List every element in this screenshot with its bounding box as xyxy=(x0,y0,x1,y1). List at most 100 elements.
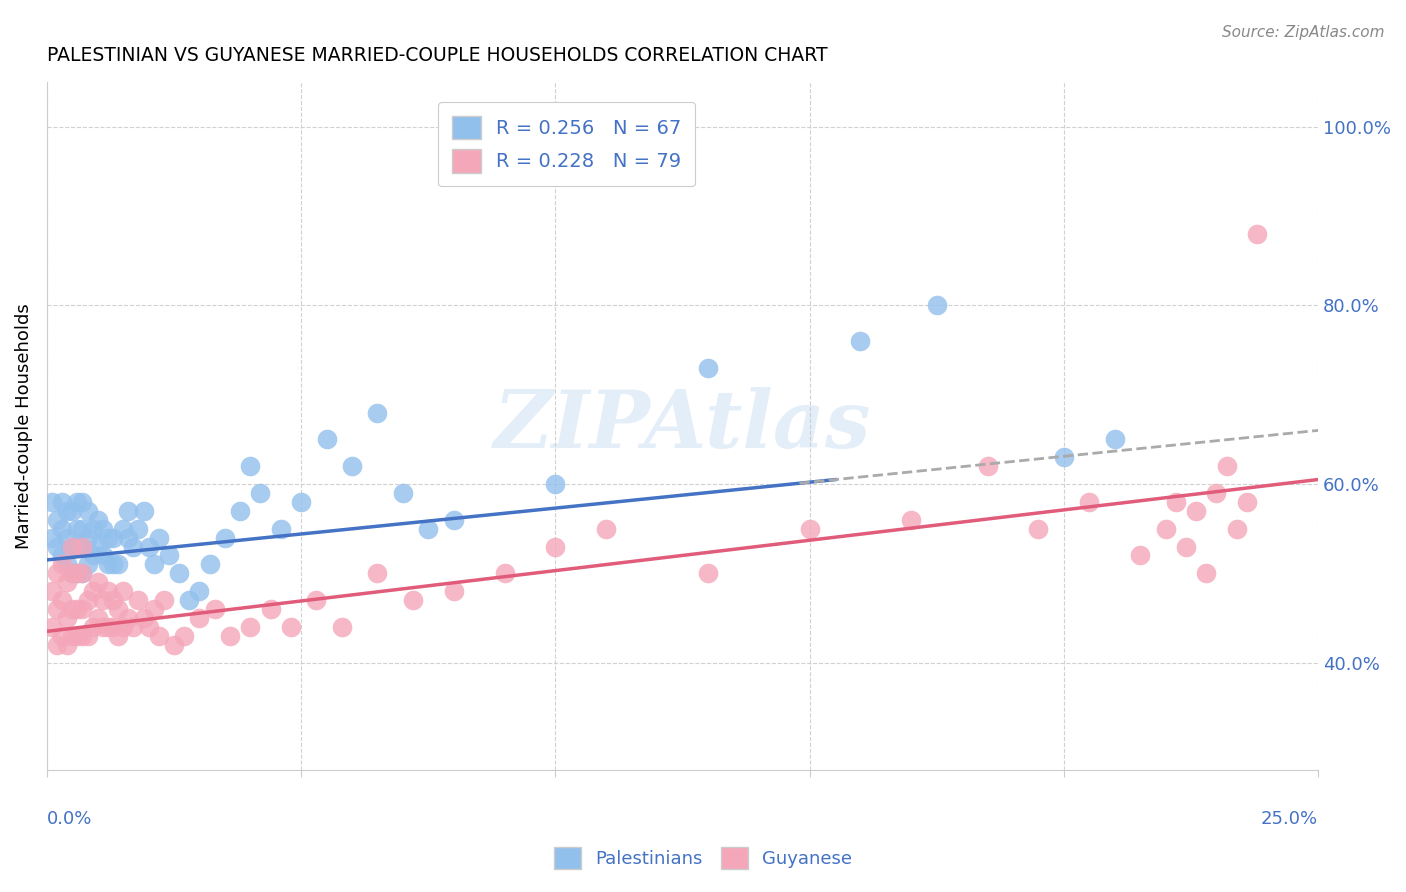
Point xyxy=(142,602,165,616)
Point xyxy=(46,602,69,616)
Point xyxy=(544,540,567,554)
Point xyxy=(229,504,252,518)
Point xyxy=(76,504,98,518)
Point xyxy=(41,620,63,634)
Point xyxy=(87,513,110,527)
Point xyxy=(204,602,226,616)
Point xyxy=(56,611,79,625)
Point xyxy=(66,566,89,581)
Point xyxy=(107,558,129,572)
Point xyxy=(1226,522,1249,536)
Point xyxy=(330,620,353,634)
Point xyxy=(1185,504,1208,518)
Point xyxy=(1195,566,1218,581)
Point xyxy=(1028,522,1050,536)
Point xyxy=(60,540,83,554)
Point xyxy=(163,638,186,652)
Point xyxy=(153,593,176,607)
Point xyxy=(82,620,104,634)
Point xyxy=(138,540,160,554)
Point xyxy=(72,602,94,616)
Point xyxy=(60,540,83,554)
Point xyxy=(101,620,124,634)
Point xyxy=(87,540,110,554)
Point xyxy=(72,566,94,581)
Point xyxy=(1129,549,1152,563)
Point xyxy=(1078,495,1101,509)
Point xyxy=(56,575,79,590)
Point xyxy=(112,620,135,634)
Point xyxy=(56,638,79,652)
Point xyxy=(82,522,104,536)
Point xyxy=(72,540,94,554)
Point xyxy=(107,602,129,616)
Point xyxy=(1164,495,1187,509)
Point xyxy=(117,611,139,625)
Point xyxy=(91,620,114,634)
Point xyxy=(76,531,98,545)
Point xyxy=(1154,522,1177,536)
Point xyxy=(418,522,440,536)
Text: 0.0%: 0.0% xyxy=(46,810,93,828)
Point xyxy=(290,495,312,509)
Point xyxy=(122,620,145,634)
Point xyxy=(60,566,83,581)
Point xyxy=(142,558,165,572)
Point xyxy=(97,584,120,599)
Point xyxy=(148,629,170,643)
Point xyxy=(157,549,180,563)
Point xyxy=(66,602,89,616)
Point xyxy=(97,531,120,545)
Point xyxy=(188,611,211,625)
Point xyxy=(87,575,110,590)
Point xyxy=(107,629,129,643)
Point xyxy=(101,593,124,607)
Point xyxy=(117,531,139,545)
Point xyxy=(56,504,79,518)
Point xyxy=(148,531,170,545)
Legend: R = 0.256   N = 67, R = 0.228   N = 79: R = 0.256 N = 67, R = 0.228 N = 79 xyxy=(439,102,695,186)
Point xyxy=(46,638,69,652)
Point xyxy=(1215,459,1237,474)
Point xyxy=(849,334,872,348)
Point xyxy=(138,620,160,634)
Point xyxy=(91,549,114,563)
Point xyxy=(66,566,89,581)
Point xyxy=(305,593,328,607)
Point xyxy=(173,629,195,643)
Point xyxy=(1246,227,1268,241)
Point xyxy=(219,629,242,643)
Point xyxy=(799,522,821,536)
Point xyxy=(340,459,363,474)
Point xyxy=(595,522,617,536)
Point xyxy=(72,629,94,643)
Point xyxy=(697,360,720,375)
Point xyxy=(66,495,89,509)
Point xyxy=(697,566,720,581)
Point xyxy=(51,629,73,643)
Point xyxy=(127,593,149,607)
Point xyxy=(443,584,465,599)
Point xyxy=(41,531,63,545)
Point xyxy=(127,522,149,536)
Text: PALESTINIAN VS GUYANESE MARRIED-COUPLE HOUSEHOLDS CORRELATION CHART: PALESTINIAN VS GUYANESE MARRIED-COUPLE H… xyxy=(46,46,828,65)
Point xyxy=(1205,486,1227,500)
Point xyxy=(60,602,83,616)
Point xyxy=(72,566,94,581)
Point xyxy=(900,513,922,527)
Point xyxy=(249,486,271,500)
Point xyxy=(402,593,425,607)
Point xyxy=(97,558,120,572)
Point xyxy=(1053,450,1076,465)
Point xyxy=(60,629,83,643)
Point xyxy=(66,540,89,554)
Point xyxy=(366,566,388,581)
Point xyxy=(392,486,415,500)
Point xyxy=(91,522,114,536)
Point xyxy=(198,558,221,572)
Point xyxy=(315,433,337,447)
Point xyxy=(1236,495,1258,509)
Point xyxy=(72,522,94,536)
Point xyxy=(51,558,73,572)
Point xyxy=(259,602,281,616)
